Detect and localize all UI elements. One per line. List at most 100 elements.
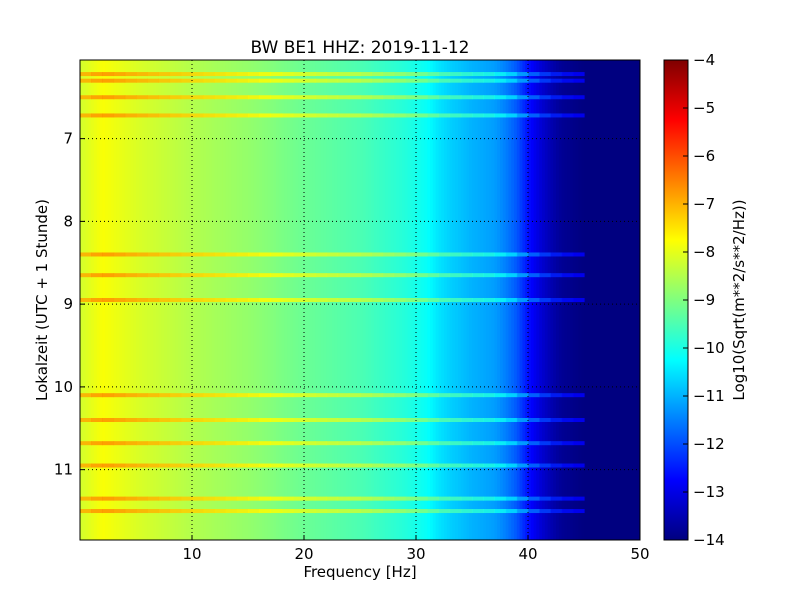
heatmap-band-segment bbox=[371, 393, 383, 398]
heatmap-band-segment bbox=[460, 393, 473, 398]
colorbar-ticks: −4 −5 −6 −7 −8 −9 −10 −11 −12 −13 −14 bbox=[683, 51, 725, 549]
heatmap-band-segment bbox=[337, 509, 350, 514]
heatmap-band-segment bbox=[550, 418, 563, 422]
heatmap-band-segment bbox=[315, 418, 327, 422]
y-tick-label: 9 bbox=[63, 295, 73, 313]
heatmap-band-segment bbox=[483, 78, 495, 83]
heatmap-band-segment bbox=[528, 113, 540, 118]
heatmap-band-segment bbox=[483, 72, 495, 77]
heatmap-band-segment bbox=[348, 95, 361, 100]
heatmap-band-segment bbox=[539, 78, 551, 83]
heatmap-band-segment bbox=[528, 441, 540, 446]
heatmap-band-segment bbox=[572, 113, 585, 118]
heatmap-band-segment bbox=[483, 509, 495, 514]
heatmap-band-segment bbox=[348, 252, 361, 257]
heatmap-band-segment bbox=[404, 441, 417, 446]
heatmap-band-segment bbox=[158, 441, 171, 446]
heatmap-band-segment bbox=[483, 298, 495, 302]
heatmap-band-segment bbox=[416, 95, 428, 100]
heatmap-band-segment bbox=[438, 393, 451, 398]
heatmap-band-segment bbox=[360, 273, 372, 278]
heatmap-band-segment bbox=[572, 273, 585, 278]
heatmap-band-segment bbox=[180, 441, 193, 446]
heatmap-band-segment bbox=[203, 113, 215, 118]
heatmap-band-segment bbox=[281, 252, 294, 257]
heatmap-band-segment bbox=[304, 78, 316, 83]
heatmap-column bbox=[586, 60, 591, 540]
heatmap-band-segment bbox=[214, 273, 227, 278]
heatmap-band-segment bbox=[382, 298, 395, 302]
heatmap-band-segment bbox=[124, 418, 137, 422]
heatmap-band-segment bbox=[449, 496, 462, 501]
heatmap-band-segment bbox=[304, 496, 316, 501]
heatmap-band-segment bbox=[136, 78, 148, 83]
heatmap-band-segment bbox=[248, 393, 260, 398]
heatmap-band-segment bbox=[483, 95, 495, 100]
heatmap-band-segment bbox=[124, 509, 137, 514]
heatmap-band-segment bbox=[505, 393, 518, 398]
heatmap-band-segment bbox=[270, 441, 283, 446]
heatmap-band-segment bbox=[516, 509, 529, 514]
heatmap-band-segment bbox=[225, 95, 238, 100]
heatmap-band-segment bbox=[113, 418, 126, 422]
heatmap-band-segment bbox=[236, 418, 249, 422]
heatmap-band-segment bbox=[91, 298, 103, 302]
heatmap-band-segment bbox=[393, 72, 406, 77]
heatmap-band-segment bbox=[416, 298, 428, 302]
heatmap-band-segment bbox=[550, 496, 563, 501]
heatmap-band-segment bbox=[248, 273, 260, 278]
heatmap-band-segment bbox=[281, 441, 294, 446]
heatmap-column bbox=[634, 60, 638, 540]
heatmap-column bbox=[600, 60, 605, 540]
heatmap-band-segment bbox=[113, 72, 126, 77]
heatmap-band-segment bbox=[169, 441, 182, 446]
heatmap-band-segment bbox=[304, 72, 316, 77]
heatmap-band-segment bbox=[124, 252, 137, 257]
heatmap-band-segment bbox=[494, 95, 507, 100]
heatmap-band-segment bbox=[225, 463, 238, 468]
heatmap-band-segment bbox=[326, 509, 339, 514]
heatmap-band-segment bbox=[371, 509, 383, 514]
heatmap-band-segment bbox=[91, 252, 103, 257]
heatmap-band-segment bbox=[180, 78, 193, 83]
heatmap-band-segment bbox=[102, 113, 115, 118]
colorbar-tick-label: −7 bbox=[693, 195, 715, 213]
heatmap-band-segment bbox=[494, 72, 507, 77]
x-tick-label: 50 bbox=[630, 545, 649, 563]
heatmap-band-segment bbox=[326, 496, 339, 501]
heatmap-band-segment bbox=[203, 72, 215, 77]
heatmap-band-segment bbox=[236, 496, 249, 501]
heatmap-band-segment bbox=[539, 496, 551, 501]
heatmap-band-segment bbox=[102, 273, 115, 278]
heatmap-band-segment bbox=[393, 418, 406, 422]
heatmap-band-segment bbox=[360, 509, 372, 514]
heatmap-band-segment bbox=[505, 95, 518, 100]
heatmap-band-segment bbox=[203, 418, 215, 422]
heatmap-band-segment bbox=[427, 72, 439, 77]
heatmap-band-segment bbox=[214, 95, 227, 100]
heatmap-bands bbox=[80, 72, 585, 514]
heatmap-band-segment bbox=[326, 463, 339, 468]
heatmap-band-segment bbox=[158, 95, 171, 100]
heatmap-band-segment bbox=[472, 252, 484, 257]
heatmap-band-segment bbox=[80, 72, 92, 77]
heatmap-band-segment bbox=[528, 78, 540, 83]
heatmap-band-segment bbox=[572, 78, 585, 83]
heatmap-band-segment bbox=[248, 252, 260, 257]
heatmap-band-segment bbox=[136, 95, 148, 100]
heatmap-band-segment bbox=[427, 509, 439, 514]
heatmap-band-segment bbox=[113, 273, 126, 278]
heatmap-band-segment bbox=[494, 463, 507, 468]
heatmap-column bbox=[614, 60, 619, 540]
heatmap-band-segment bbox=[550, 113, 563, 118]
heatmap-band-segment bbox=[158, 273, 171, 278]
heatmap-band-segment bbox=[80, 78, 92, 83]
heatmap-band-segment bbox=[80, 273, 92, 278]
heatmap-band-segment bbox=[505, 252, 518, 257]
heatmap-band-segment bbox=[225, 441, 238, 446]
heatmap-band-segment bbox=[292, 509, 305, 514]
heatmap-band-segment bbox=[124, 72, 137, 77]
heatmap-band-segment bbox=[315, 393, 327, 398]
heatmap-band-segment bbox=[460, 298, 473, 302]
